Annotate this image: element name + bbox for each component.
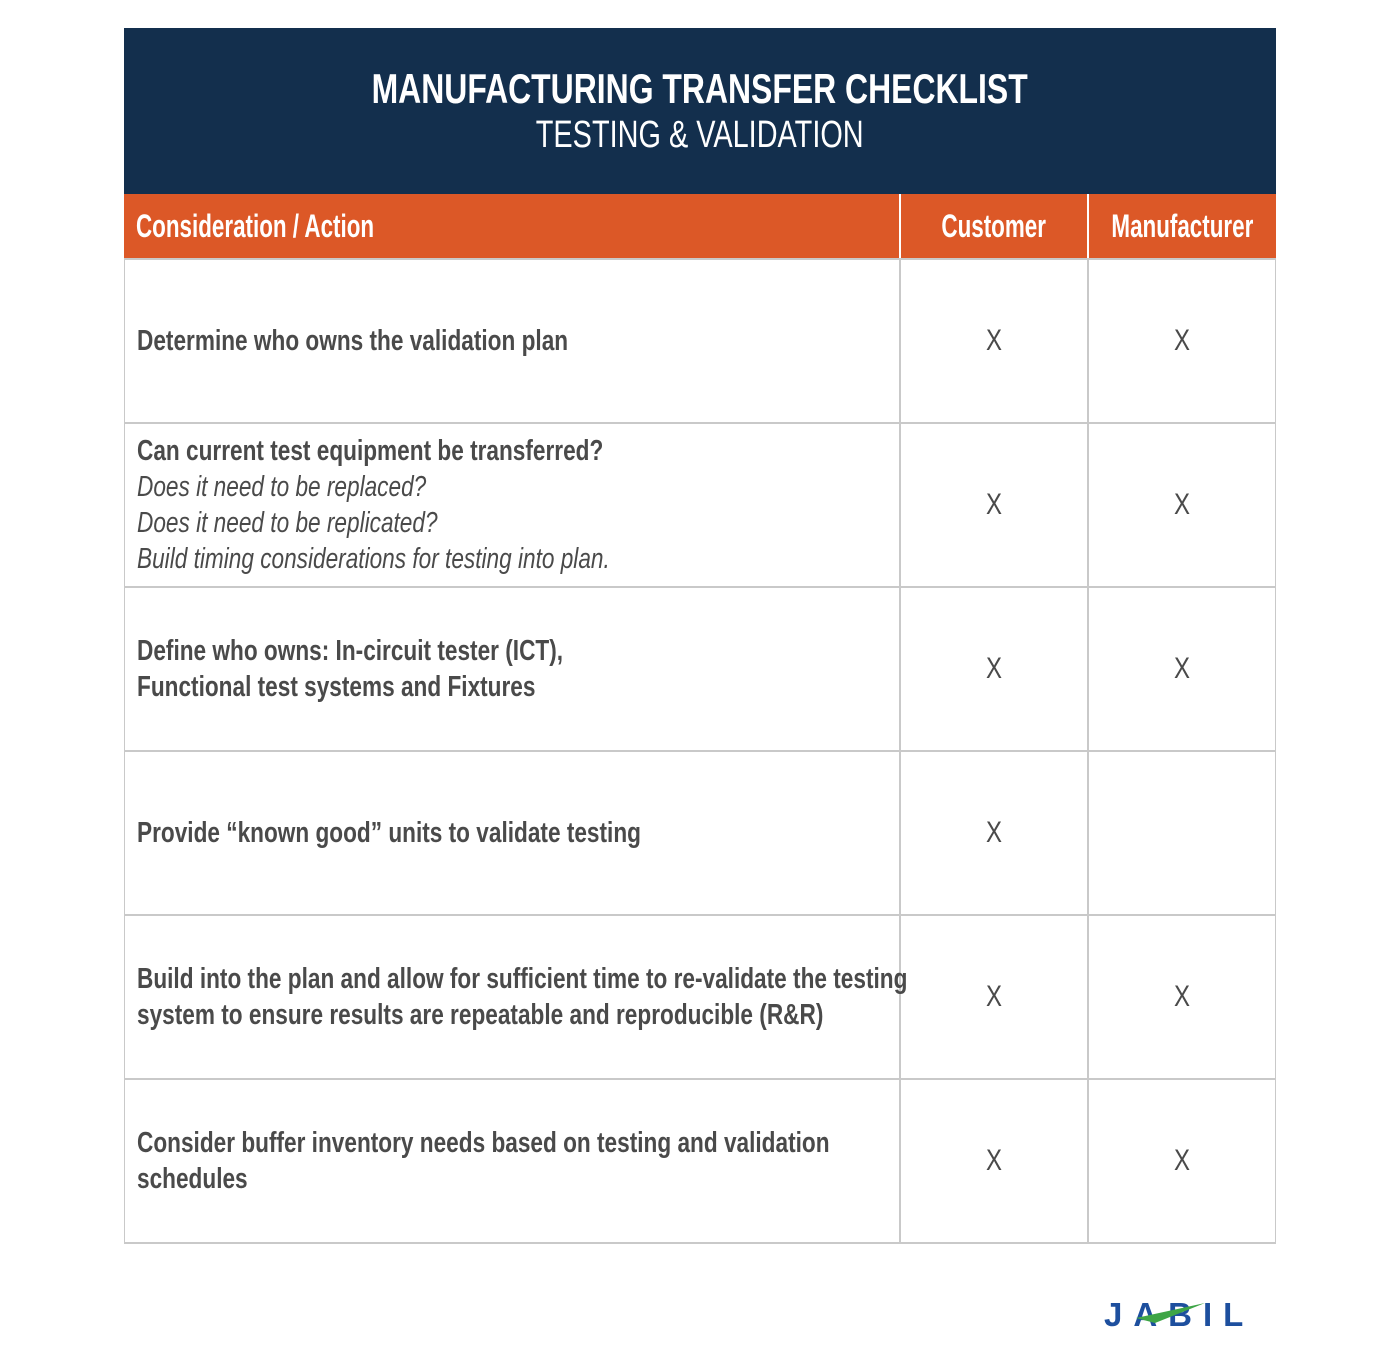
consideration-text: Provide “known good” units to validate t… — [137, 817, 641, 849]
jabil-logo-swoosh — [1136, 1303, 1205, 1323]
manufacturer-mark-cell: X — [1087, 588, 1275, 750]
jabil-logo: JABIL — [1104, 1296, 1253, 1333]
page-subtitle: TESTING & VALIDATION — [536, 114, 864, 156]
consideration-header-label: Consideration / Action — [136, 207, 375, 244]
manufacturer-mark-cell — [1087, 752, 1275, 914]
manufacturer-x-mark: X — [1173, 652, 1190, 685]
consideration-subtext: Build timing considerations for testing … — [137, 543, 610, 575]
customer-x-mark: X — [985, 652, 1002, 685]
table-row: Provide “known good” units to validate t… — [125, 752, 1275, 916]
header-cell-customer: Customer — [899, 194, 1087, 258]
table-row: Consider buffer inventory needs based on… — [125, 1080, 1275, 1244]
customer-mark-cell: X — [899, 1080, 1087, 1242]
consideration-text: Consider buffer inventory needs based on… — [137, 1127, 830, 1159]
table-row: Can current test equipment be transferre… — [125, 424, 1275, 588]
manufacturer-x-mark: X — [1173, 488, 1190, 521]
header-cell-manufacturer: Manufacturer — [1087, 194, 1276, 258]
manufacturer-mark-cell: X — [1087, 916, 1275, 1078]
checklist-page: MANUFACTURING TRANSFER CHECKLIST TESTING… — [124, 28, 1276, 1336]
consideration-cell: Provide “known good” units to validate t… — [125, 752, 899, 914]
footer: JABIL — [124, 1288, 1276, 1336]
consideration-cell: Determine who owns the validation plan — [125, 260, 899, 422]
table-row: Define who owns: In-circuit tester (ICT)… — [125, 588, 1275, 752]
customer-mark-cell: X — [899, 588, 1087, 750]
consideration-text: Can current test equipment be transferre… — [137, 435, 604, 467]
customer-x-mark: X — [985, 980, 1002, 1013]
customer-x-mark: X — [985, 324, 1002, 357]
header-cell-consideration: Consideration / Action — [124, 194, 899, 258]
customer-mark-cell: X — [899, 424, 1087, 586]
manufacturer-mark-cell: X — [1087, 1080, 1275, 1242]
consideration-cell: Consider buffer inventory needs based on… — [125, 1080, 899, 1242]
consideration-text: Functional test systems and Fixtures — [137, 671, 536, 703]
consideration-cell: Define who owns: In-circuit tester (ICT)… — [125, 588, 899, 750]
jabil-logo-text: JABIL — [1104, 1296, 1253, 1333]
consideration-subtext: Does it need to be replaced? — [137, 471, 427, 503]
customer-x-mark: X — [985, 488, 1002, 521]
consideration-subtext: Does it need to be replicated? — [137, 507, 438, 539]
customer-x-mark: X — [985, 1144, 1002, 1177]
manufacturer-x-mark: X — [1173, 980, 1190, 1013]
customer-mark-cell: X — [899, 752, 1087, 914]
manufacturer-header-label: Manufacturer — [1111, 207, 1254, 244]
consideration-text: Define who owns: In-circuit tester (ICT)… — [137, 635, 564, 667]
table-row: Determine who owns the validation plan X… — [125, 260, 1275, 424]
table-row: Build into the plan and allow for suffic… — [125, 916, 1275, 1080]
customer-header-label: Customer — [941, 207, 1047, 244]
customer-mark-cell: X — [899, 260, 1087, 422]
manufacturer-mark-cell: X — [1087, 424, 1275, 586]
consideration-text: system to ensure results are repeatable … — [137, 999, 824, 1031]
customer-x-mark: X — [985, 816, 1002, 849]
table-body: Determine who owns the validation plan X… — [124, 258, 1276, 1244]
manufacturer-x-mark: X — [1173, 324, 1190, 357]
manufacturer-mark-cell: X — [1087, 260, 1275, 422]
consideration-cell: Can current test equipment be transferre… — [125, 424, 899, 586]
consideration-cell: Build into the plan and allow for suffic… — [125, 916, 908, 1078]
consideration-text: Build into the plan and allow for suffic… — [137, 963, 908, 995]
manufacturer-x-mark: X — [1173, 1144, 1190, 1177]
consideration-text: schedules — [137, 1163, 248, 1195]
page-title: MANUFACTURING TRANSFER CHECKLIST — [371, 65, 1029, 112]
consideration-text: Determine who owns the validation plan — [137, 325, 569, 357]
table-header-row: Consideration / Action Customer Manufact… — [124, 194, 1276, 258]
title-band: MANUFACTURING TRANSFER CHECKLIST TESTING… — [124, 28, 1276, 194]
customer-mark-cell: X — [899, 916, 1087, 1078]
